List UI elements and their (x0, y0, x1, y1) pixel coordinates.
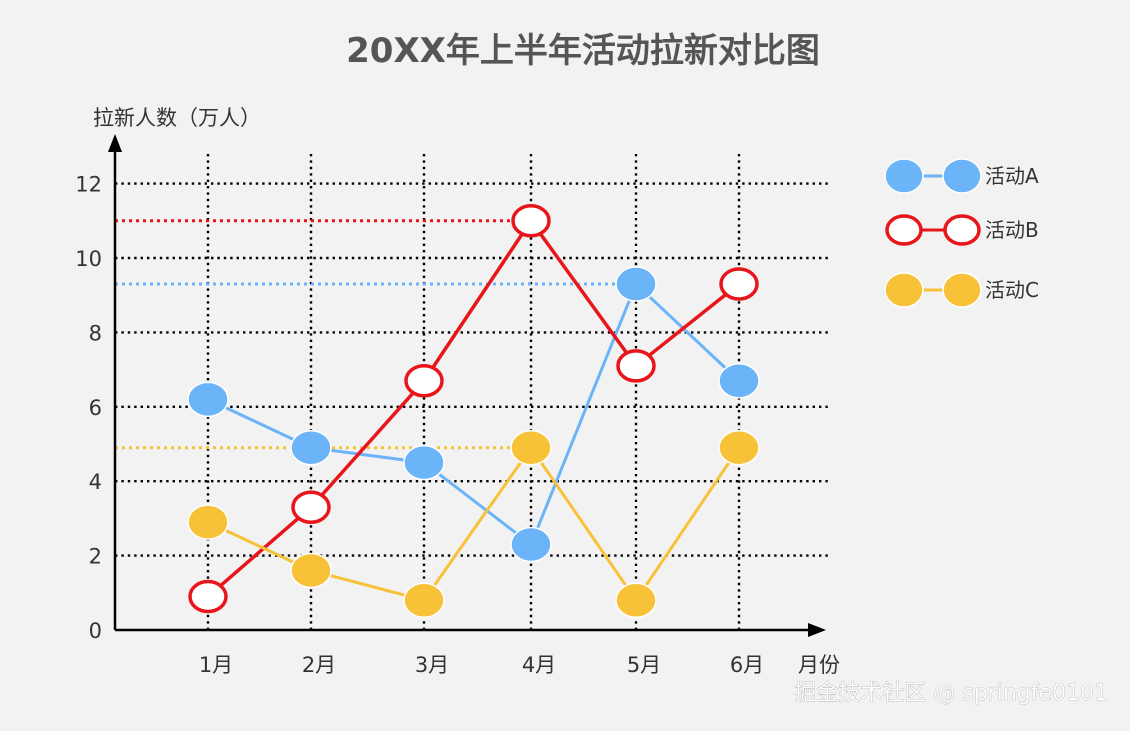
x-tick-label: 3月 (415, 653, 449, 677)
data-point (290, 429, 332, 466)
watermark: 掘金技术社区 @ springfe0101 (794, 681, 1108, 706)
y-tick-label: 0 (89, 619, 102, 643)
y-tick-label: 12 (75, 173, 102, 197)
y-tick-label: 8 (89, 321, 102, 345)
x-tick-label: 1月 (199, 653, 233, 677)
legend-marker (884, 158, 924, 194)
legend-marker (942, 272, 982, 308)
legend-marker (884, 272, 924, 308)
chart-title: 20XX年上半年活动拉新对比图 (346, 31, 820, 71)
data-point (187, 381, 229, 418)
legend-marker (943, 214, 981, 246)
data-point (188, 579, 228, 614)
y-tick-label: 2 (89, 545, 102, 569)
y-tick-label: 6 (89, 396, 102, 420)
y-tick-label: 4 (89, 470, 102, 494)
data-point (404, 364, 444, 398)
tick-labels: 0 2 4 6 8 10 12 1月 2月 3月 4月 5月 6月 (75, 173, 764, 677)
x-tick-label: 5月 (627, 653, 661, 677)
data-point (510, 526, 552, 563)
legend: 活动A 活动B 活动C (884, 158, 1039, 308)
x-axis-label: 月份 (798, 653, 840, 677)
data-point (719, 267, 759, 301)
axes (108, 134, 826, 637)
y-tick-label: 10 (75, 247, 102, 271)
legend-marker (885, 214, 923, 246)
data-point (403, 582, 445, 618)
data-point (187, 504, 229, 540)
x-tick-label: 6月 (730, 653, 764, 677)
series-line (207, 445, 741, 603)
x-axis-arrow (808, 623, 826, 637)
data-point (511, 204, 551, 238)
x-tick-label: 2月 (302, 653, 336, 677)
legend-label: 活动C (985, 278, 1039, 302)
y-axis-label: 拉新人数（万人） (93, 106, 261, 130)
y-axis-arrow (108, 134, 122, 152)
series (187, 204, 760, 618)
legend-label: 活动B (985, 218, 1039, 242)
legend-label: 活动A (985, 164, 1039, 188)
data-point (616, 349, 656, 383)
series-line (207, 281, 741, 547)
data-point (290, 552, 332, 589)
data-point (291, 490, 331, 524)
data-point (718, 429, 760, 466)
series-line (206, 217, 741, 598)
legend-marker (942, 158, 982, 194)
data-point (403, 444, 445, 481)
data-point (615, 266, 657, 302)
max-reference-lines (115, 219, 636, 450)
data-point (718, 363, 760, 399)
data-point (615, 582, 657, 618)
x-tick-label: 4月 (522, 653, 556, 677)
data-point (510, 429, 552, 466)
